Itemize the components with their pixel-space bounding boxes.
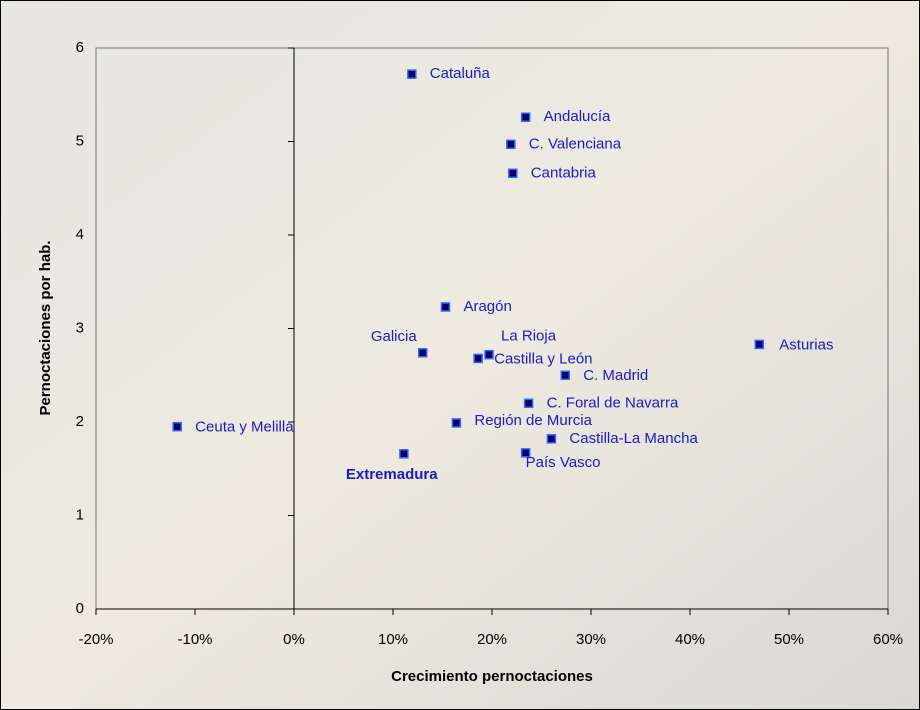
x-tick-label: 10% bbox=[378, 631, 408, 648]
point-label: C. Madrid bbox=[583, 367, 648, 384]
point bbox=[508, 168, 518, 179]
point-label: Andalucía bbox=[544, 108, 611, 125]
x-tick-label: -10% bbox=[177, 631, 212, 648]
point-label: Galicia bbox=[371, 328, 418, 345]
point bbox=[546, 434, 557, 444]
point bbox=[520, 112, 531, 122]
point-label: Castilla-La Mancha bbox=[569, 430, 698, 447]
point-label: Cataluña bbox=[430, 65, 491, 82]
y-tick-label: 2 bbox=[76, 413, 84, 430]
point-label: Cantabria bbox=[531, 164, 597, 181]
point bbox=[407, 69, 417, 79]
point-label: Castilla y León bbox=[494, 350, 592, 367]
x-tick-label: -20% bbox=[78, 631, 113, 648]
y-tick-label: 6 bbox=[76, 39, 84, 56]
y-tick-label: 0 bbox=[76, 600, 84, 617]
point bbox=[417, 348, 428, 358]
point-label: La Rioja bbox=[501, 328, 557, 345]
x-tick-label: 30% bbox=[576, 631, 606, 648]
y-tick-label: 5 bbox=[76, 132, 84, 149]
x-tick-label: 20% bbox=[477, 631, 507, 648]
x-axis-title: Crecimiento pernoctaciones bbox=[391, 668, 593, 685]
y-axis-title: Pernoctaciones por hab. bbox=[37, 240, 54, 415]
point bbox=[560, 370, 571, 380]
point bbox=[451, 418, 462, 428]
point-label: C. Valenciana bbox=[529, 135, 622, 152]
point bbox=[399, 449, 409, 459]
point bbox=[484, 349, 494, 360]
x-tick-label: 60% bbox=[873, 631, 903, 648]
x-tick-label: 40% bbox=[675, 631, 705, 648]
point bbox=[172, 421, 182, 432]
point bbox=[754, 339, 765, 350]
point bbox=[506, 139, 516, 150]
point-label: Ceuta y Melilla bbox=[195, 419, 294, 436]
point bbox=[520, 448, 531, 458]
point-label: C. Foral de Navarra bbox=[547, 394, 679, 411]
point-label: País Vasco bbox=[526, 454, 601, 471]
y-tick-label: 1 bbox=[76, 506, 84, 523]
point-label: Asturias bbox=[779, 336, 833, 353]
x-tick-label: 0% bbox=[283, 631, 305, 648]
point bbox=[523, 398, 534, 409]
y-tick-label: 4 bbox=[76, 226, 84, 243]
point-label: Aragón bbox=[463, 298, 511, 315]
point bbox=[473, 353, 483, 364]
point-label: Extremadura bbox=[346, 466, 438, 483]
point-label: Región de Murcia bbox=[474, 412, 592, 429]
x-tick-label: 50% bbox=[774, 631, 804, 648]
point bbox=[440, 302, 451, 312]
y-tick-label: 3 bbox=[76, 319, 84, 336]
